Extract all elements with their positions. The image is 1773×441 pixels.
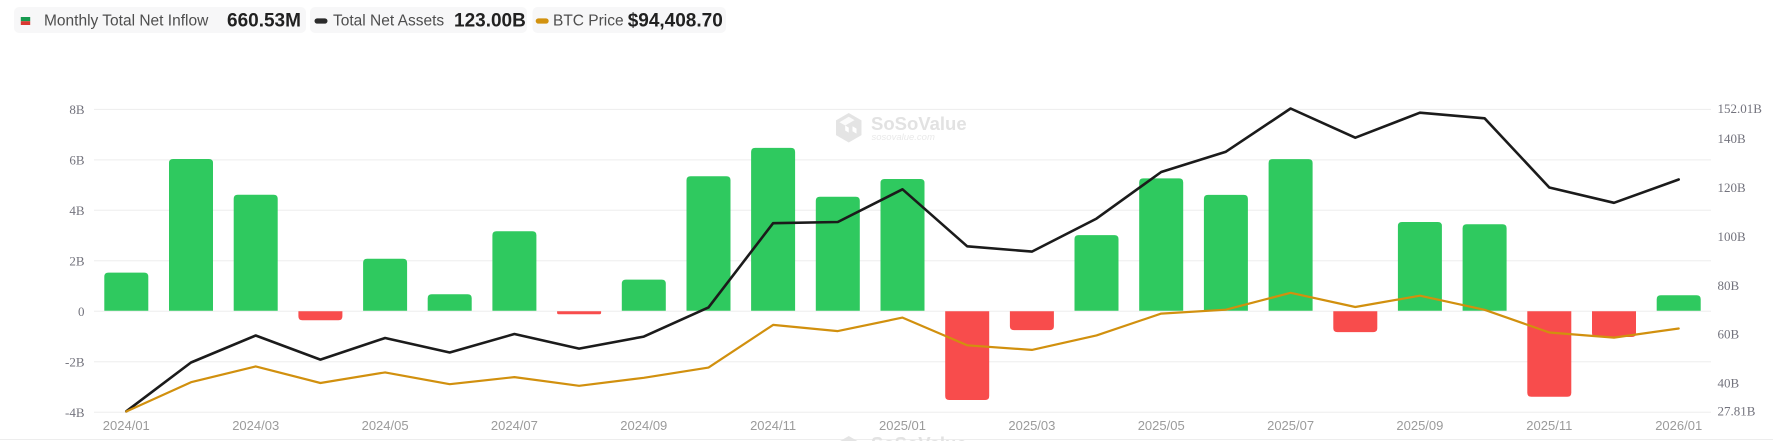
svg-text:BTC Price: BTC Price (553, 12, 624, 29)
svg-text:2024/05: 2024/05 (362, 418, 409, 433)
svg-text:SoSoValue: SoSoValue (871, 113, 967, 134)
svg-text:6B: 6B (69, 152, 85, 167)
svg-text:27.81B: 27.81B (1718, 403, 1756, 418)
svg-text:40B: 40B (1718, 376, 1740, 391)
svg-text:2025/03: 2025/03 (1008, 418, 1055, 433)
svg-text:sosovalue.com: sosovalue.com (872, 132, 935, 143)
svg-text:2025/01: 2025/01 (879, 418, 926, 433)
svg-text:120B: 120B (1718, 180, 1747, 195)
svg-text:140B: 140B (1718, 131, 1747, 146)
svg-text:Monthly Total Net Inflow: Monthly Total Net Inflow (44, 12, 209, 29)
svg-text:2024/03: 2024/03 (232, 418, 279, 433)
svg-text:2024/07: 2024/07 (491, 418, 538, 433)
svg-text:2024/09: 2024/09 (620, 418, 667, 433)
svg-text:2B: 2B (69, 253, 85, 268)
svg-text:80B: 80B (1718, 278, 1740, 293)
svg-text:2025/09: 2025/09 (1396, 418, 1443, 433)
svg-text:8B: 8B (69, 102, 85, 117)
svg-text:2025/11: 2025/11 (1526, 418, 1572, 433)
svg-text:2025/07: 2025/07 (1267, 418, 1314, 433)
svg-text:152.01B: 152.01B (1718, 101, 1763, 116)
svg-text:-4B: -4B (65, 405, 85, 420)
svg-text:2024/01: 2024/01 (103, 418, 150, 433)
svg-text:4B: 4B (69, 203, 85, 218)
svg-text:60B: 60B (1718, 327, 1740, 342)
svg-text:123.00B: 123.00B (454, 10, 526, 31)
svg-text:2024/11: 2024/11 (750, 418, 796, 433)
svg-text:Total Net Assets: Total Net Assets (333, 12, 444, 29)
svg-text:SoSoValue: SoSoValue (871, 433, 967, 441)
svg-text:100B: 100B (1718, 229, 1747, 244)
svg-text:660.53M: 660.53M (227, 10, 301, 31)
svg-text:-2B: -2B (65, 354, 85, 369)
svg-text:2025/05: 2025/05 (1138, 418, 1185, 433)
svg-text:0: 0 (78, 304, 85, 319)
svg-text:2026/01: 2026/01 (1655, 418, 1702, 433)
svg-text:$94,408.70: $94,408.70 (628, 10, 723, 31)
